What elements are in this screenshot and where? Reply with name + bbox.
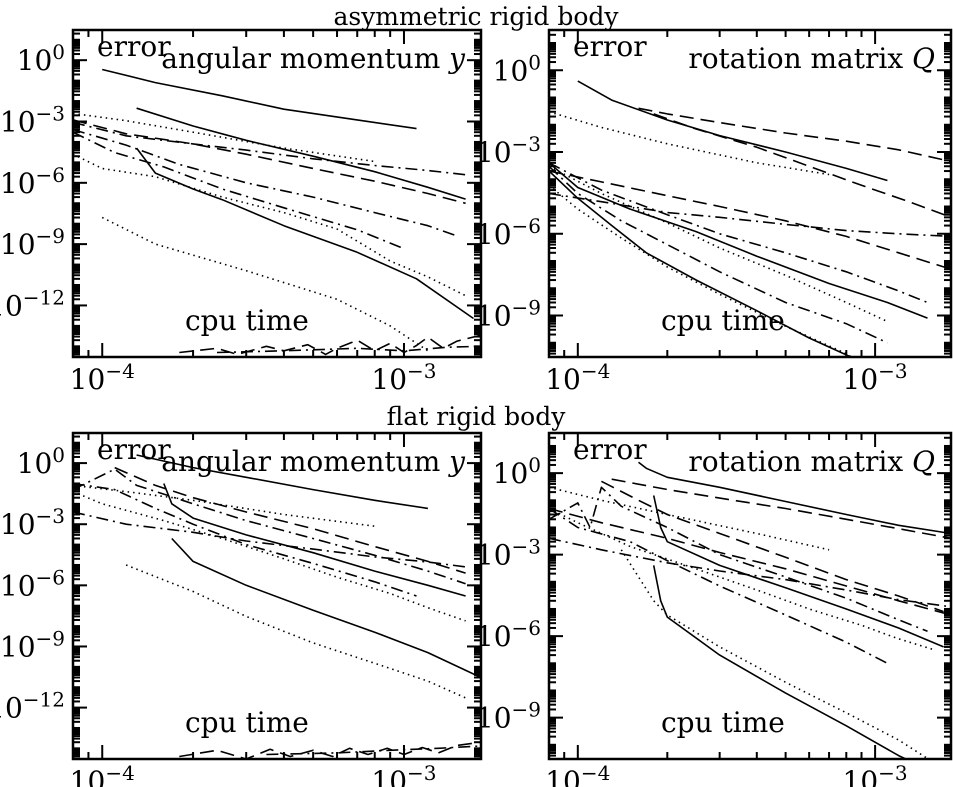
y-tick-label: 100 <box>493 453 541 490</box>
x-tick-label: 10−4 <box>545 761 610 787</box>
x-tick-label: 10−3 <box>843 359 908 396</box>
y-tick-label: 10−3 <box>476 132 541 169</box>
series-group <box>549 461 951 759</box>
series-line-solid-2 <box>135 147 474 320</box>
series-line-dotted-5 <box>549 184 853 357</box>
ticks <box>72 29 481 358</box>
x-tick-label: 10−3 <box>371 359 436 396</box>
y-tick-label: 100 <box>17 40 65 77</box>
y-tick-label: 10−12 <box>0 688 65 725</box>
series-line-dotted-5 <box>125 564 466 699</box>
y-tick-label: 10−6 <box>476 616 541 653</box>
series-line-dashdot-7 <box>549 162 928 304</box>
bottom-row-title: flat rigid body <box>387 402 567 431</box>
panel-flat-angular-momentum: 100 10−3 10−6 10−9 10−12 10−4 10−3 error cpu tim… <box>0 431 483 787</box>
y-tick-label: 100 <box>493 50 541 87</box>
series-line-dashdot-8 <box>549 165 888 344</box>
series-line-solid-1 <box>549 162 928 319</box>
x-tick-label: 10−4 <box>70 359 135 396</box>
panel-title: angular momentum y <box>161 445 466 478</box>
series-line-solid-0 <box>102 68 417 130</box>
series-line-solid-1 <box>163 483 466 597</box>
series-line-dashdot-8 <box>549 507 888 665</box>
series-line-dashed-9 <box>638 107 951 163</box>
y-tick-label: 10−9 <box>476 296 541 333</box>
series-line-solid-1 <box>136 107 466 200</box>
x-axis-label: cpu time <box>185 706 309 739</box>
series-line-solid-0 <box>577 80 888 182</box>
series-line-dashed-10 <box>601 480 944 613</box>
series-line-dashed-10 <box>179 741 481 759</box>
series-group <box>73 68 481 356</box>
x-axis-label: cpu time <box>185 304 309 337</box>
series-line-dashed-10 <box>653 113 951 219</box>
ticks <box>548 29 951 358</box>
series-line-dotted-4 <box>73 153 466 297</box>
y-tick-label: 10−9 <box>476 698 541 735</box>
series-line-dashdot-11 <box>216 345 481 354</box>
series-line-dashdot-6 <box>73 511 466 568</box>
x-tick-label: 10−4 <box>70 761 135 787</box>
y-tick-label: 10−3 <box>476 535 541 572</box>
series-line-dashdot-7 <box>549 486 928 633</box>
series-line-dotted-3 <box>73 112 375 163</box>
series-line-dashed-11 <box>549 170 951 270</box>
series-line-solid-2 <box>549 170 853 357</box>
series-line-dashed-9 <box>611 478 951 540</box>
series-line-solid-0 <box>136 454 429 510</box>
series-line-dotted-3 <box>549 111 830 176</box>
series-group <box>549 80 951 357</box>
ticks <box>72 432 481 760</box>
y-tick-label: 10−6 <box>0 163 65 200</box>
series-line-dashdot-6 <box>73 121 466 176</box>
y-axis-label: error <box>573 433 647 466</box>
series-group <box>73 454 481 759</box>
panel-flat-rotation-matrix: 100 10−3 10−6 10−910−4 10−3 error cpu time rota… <box>476 431 953 787</box>
y-axis-label: error <box>97 433 171 466</box>
x-axis-label: cpu time <box>661 304 785 337</box>
panel-title: rotation matrix Q <box>688 445 935 478</box>
series-line-solid-2 <box>652 565 908 759</box>
y-tick-label: 10−9 <box>0 626 65 663</box>
series-line-solid-2 <box>171 537 481 679</box>
series-line-solid-1 <box>652 495 944 648</box>
series-line-dashed-10 <box>179 334 481 356</box>
series-line-dashdot-11 <box>266 745 481 756</box>
x-tick-label: 10−4 <box>545 359 610 396</box>
series-line-dashed-11 <box>549 507 951 616</box>
y-tick-label: 10−6 <box>476 214 541 251</box>
y-tick-label: 10−3 <box>0 504 65 541</box>
series-line-dashdot-6 <box>549 192 951 238</box>
series-line-dotted-3 <box>73 484 375 527</box>
series-line-dashdot-8 <box>73 482 417 597</box>
panel-title: angular momentum y <box>161 42 466 75</box>
x-axis-label: cpu time <box>661 706 785 739</box>
x-tick-label: 10−3 <box>843 761 908 787</box>
y-tick-label: 100 <box>17 443 65 480</box>
panel-title: rotation matrix Q <box>688 42 935 75</box>
panel-asymmetric-rotation-matrix: 100 10−3 10−6 10−910−4 10−3 error cpu time rota… <box>476 28 953 396</box>
series-line-dashed-9 <box>73 119 466 205</box>
series-line-solid-0 <box>638 461 951 535</box>
series-line-dotted-3 <box>549 486 830 551</box>
y-tick-label: 10−12 <box>0 285 65 322</box>
series-line-dotted-5 <box>101 216 429 352</box>
x-tick-label: 10−3 <box>371 761 436 787</box>
series-line-dashdot-6 <box>549 537 951 608</box>
y-tick-label: 10−9 <box>0 224 65 261</box>
top-row-title: asymmetric rigid body <box>333 2 619 31</box>
y-axis-label: error <box>573 30 647 63</box>
y-tick-label: 10−3 <box>0 102 65 139</box>
ticks <box>548 432 951 760</box>
series-line-dashed-9 <box>114 466 466 574</box>
y-tick-label: 10−6 <box>0 565 65 602</box>
y-axis-label: error <box>97 30 171 63</box>
